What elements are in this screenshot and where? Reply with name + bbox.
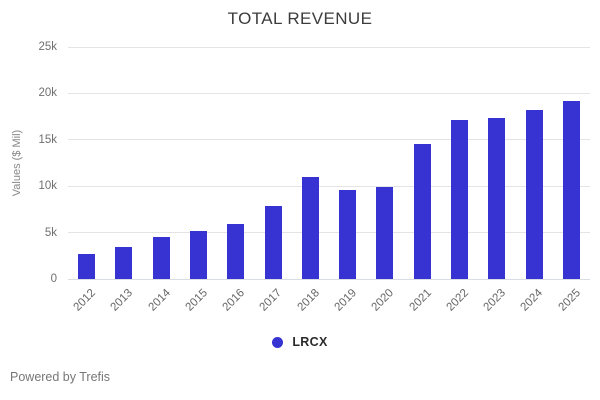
gridline <box>68 46 590 48</box>
bar-2018[interactable] <box>301 176 319 279</box>
x-tick-label: 2020 <box>369 287 397 314</box>
x-tick-label: 2016 <box>220 287 248 314</box>
gridline <box>68 139 590 141</box>
x-tick-label: 2012 <box>71 287 99 314</box>
bar-2014[interactable] <box>152 236 170 279</box>
powered-by-text: Powered by Trefis <box>10 370 111 384</box>
x-tick-label: 2017 <box>257 287 285 314</box>
bar-2021[interactable] <box>413 143 431 279</box>
bar-2023[interactable] <box>488 118 506 279</box>
bar-2013[interactable] <box>115 246 133 279</box>
y-tick-label: 0 <box>50 273 57 285</box>
legend-item-lrcx[interactable]: LRCX <box>272 335 327 349</box>
x-tick-label: 2013 <box>108 287 136 314</box>
bar-series-lrcx <box>68 47 590 279</box>
x-tick-label: 2021 <box>407 287 434 314</box>
y-tick-label: 10k <box>38 180 57 193</box>
y-tick-label: 5k <box>44 226 57 239</box>
x-tick-label: 2025 <box>556 287 583 314</box>
x-tick-label: 2014 <box>146 287 173 314</box>
gridline <box>68 185 590 187</box>
y-tick-label: 25k <box>38 41 57 53</box>
x-tick-label: 2022 <box>444 287 471 314</box>
plot-area <box>68 46 590 280</box>
bar-2020[interactable] <box>376 187 394 279</box>
x-tick-label: 2018 <box>295 287 322 314</box>
bar-2016[interactable] <box>227 224 245 279</box>
gridline <box>68 92 590 94</box>
gridline <box>68 232 590 234</box>
y-tick-label: 15k <box>38 133 57 146</box>
legend-label: LRCX <box>292 335 328 349</box>
gridline <box>68 278 590 280</box>
x-tick-label: 2023 <box>481 287 509 314</box>
bar-2019[interactable] <box>339 189 357 279</box>
x-tick-label: 2019 <box>332 287 360 314</box>
bar-2024[interactable] <box>525 110 543 279</box>
legend: LRCX <box>0 335 600 349</box>
bar-2022[interactable] <box>450 120 468 279</box>
bar-2025[interactable] <box>562 100 580 279</box>
x-tick-label: 2024 <box>518 287 546 314</box>
bar-2015[interactable] <box>189 230 207 279</box>
x-tick-label: 2015 <box>183 287 210 314</box>
bar-2012[interactable] <box>78 254 96 279</box>
bar-2017[interactable] <box>264 205 282 279</box>
legend-marker-icon <box>272 336 284 348</box>
y-tick-label: 20k <box>38 87 57 100</box>
chart-title: TOTAL REVENUE <box>227 9 373 28</box>
